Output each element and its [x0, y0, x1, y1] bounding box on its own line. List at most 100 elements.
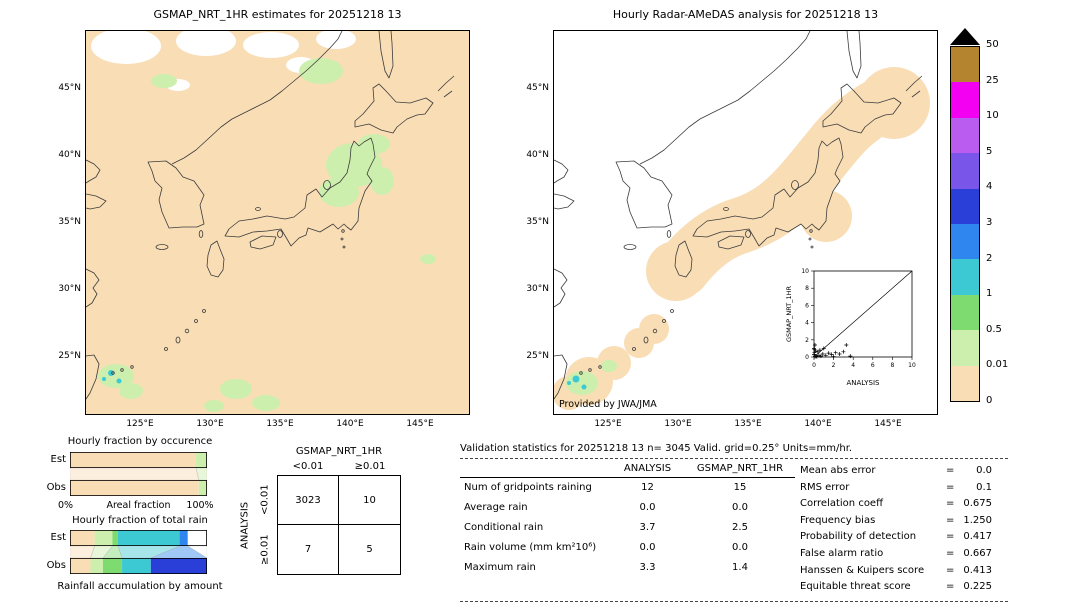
stats-value-gsmap: 15: [733, 482, 747, 493]
contingency-cell: 10: [339, 476, 400, 525]
stats-value-gsmap: 0.0: [732, 502, 748, 513]
metric-equals: =: [946, 465, 955, 476]
lon-tick-label: 140°E: [804, 419, 832, 429]
metric-row: Mean abs error = 0.0: [800, 463, 992, 480]
metric-label: Correlation coeff: [800, 498, 883, 510]
metric-row: Equitable threat score = 0.225: [800, 579, 992, 596]
stats-title: Validation statistics for 20251218 13 n=…: [460, 443, 853, 454]
inset-scatter-svg: 00 2 2 4 4 6 6 8 8 10 10 GSMAP_NRT_1HR ANALYSIS: [785, 268, 916, 387]
gsmap-estimate-map: [85, 30, 470, 415]
scatter-point: [813, 343, 817, 347]
occurrence-bar-chart: [70, 452, 207, 496]
inset-ticks: 00 2 2 4 4 6 6 8 8 10 10: [801, 268, 916, 369]
scatter-point: [815, 349, 820, 354]
contingency-col-label-ge: ≥0.01: [354, 461, 386, 472]
inset-y-tick-label: 10: [801, 268, 809, 275]
inset-x-tick-label: 2: [832, 362, 836, 369]
stats-value-analysis: 0.0: [639, 502, 656, 513]
total-rain-bar-chart: [70, 530, 207, 574]
stats-divider-bottom: [460, 601, 1008, 602]
colorbar-tick-label: 0.5: [986, 323, 1002, 335]
metric-value: 1.250: [963, 514, 992, 526]
stats-row-label: Maximum rain: [464, 562, 536, 573]
colorbar-segment: [951, 330, 979, 366]
metric-value: 0.675: [963, 498, 992, 510]
scatter-point: [812, 346, 816, 351]
bar-segment: [102, 558, 123, 574]
contingency-row-label-ge: ≥0.01: [259, 534, 271, 566]
stats-row-label: Num of gridpoints raining: [464, 482, 592, 493]
bar-outline: [70, 530, 207, 546]
contingency-table: 3023 10 7 5: [277, 475, 401, 575]
colorbar-tick-label: 10: [986, 110, 999, 122]
colorbar-tick-label: 5: [986, 145, 993, 157]
inset-x-tick-label: 8: [890, 362, 894, 369]
contingency-col-label-lt: <0.01: [292, 461, 324, 472]
inset-ylabel: GSMAP_NRT_1HR: [785, 285, 793, 342]
contingency-row-group-title: ANALYSIS: [239, 501, 251, 549]
scatter-point: [823, 353, 828, 358]
bar-segment: [70, 480, 199, 496]
lon-tick-label: 130°E: [664, 419, 692, 429]
lon-tick-label: 125°E: [126, 419, 154, 429]
bar-segment: [112, 530, 118, 546]
radar-coverage-area: [554, 67, 930, 410]
metric-equals: =: [946, 581, 955, 593]
data-credit: Provided by JWA/JMA: [559, 399, 657, 410]
colorbar-tick-label: 50: [986, 39, 999, 50]
lat-tick-label: 40°N: [526, 150, 549, 160]
bar-segment: [196, 452, 207, 468]
lon-tick-label: 135°E: [266, 419, 294, 429]
colorbar-segment: [951, 117, 979, 154]
metric-value: 0.1: [976, 481, 992, 493]
stats-row-label: Conditional rain: [464, 522, 544, 533]
gsmap-estimate-map-svg: [86, 31, 469, 414]
left-map-title: GSMAP_NRT_1HR estimates for 20251218 13: [153, 8, 402, 21]
stats-value-analysis: 3.7: [639, 522, 656, 533]
bar-segment: [198, 480, 207, 496]
metric-value: 0.0: [976, 465, 992, 476]
inset-x-tick-label: 10: [908, 362, 916, 369]
scatter-point: [844, 343, 849, 347]
lon-tick-label: 140°E: [336, 419, 364, 429]
colorbar-tick-label: 0.01: [986, 359, 1009, 371]
colorbar-segment: [951, 46, 979, 83]
lon-tick-label: 145°E: [874, 419, 902, 429]
scatter-point: [826, 351, 831, 356]
bar-outline: [70, 557, 207, 574]
occurrence-axis-min: 0%: [58, 500, 74, 511]
colorbar-segment: [951, 294, 979, 331]
stats-value-analysis: 0.0: [639, 542, 656, 553]
scatter-point: [814, 354, 818, 359]
occurrence-obs-label: Obs: [46, 482, 66, 493]
stats-divider-top: [460, 458, 1008, 459]
total-rain-chart-footer: Rainfall accumulation by amount: [57, 581, 223, 592]
bar-segment: [94, 530, 113, 546]
bar-segment: [70, 530, 95, 546]
moderate-rain-spots: [567, 375, 587, 390]
scatter-point: [818, 354, 823, 359]
scatter-point: [833, 350, 838, 355]
bar-segment: [179, 530, 188, 546]
colorbar-segment: [951, 223, 979, 260]
lat-tick-label: 30°N: [58, 284, 81, 294]
colorbar-tick-label: 3: [986, 217, 993, 228]
colorbar-segment: [951, 259, 979, 295]
scatter-point: [848, 354, 853, 359]
occurrence-axis-max: 100%: [186, 500, 214, 511]
lon-tick-label: 135°E: [734, 419, 762, 429]
scatter-point: [820, 352, 825, 356]
stats-value-gsmap: 0.0: [732, 542, 748, 553]
stats-row-label: Average rain: [464, 502, 528, 513]
scatter-point: [813, 349, 818, 353]
metric-equals: =: [946, 547, 955, 559]
bar-segment: [187, 530, 207, 546]
bar-segment: [117, 530, 180, 546]
colorbar-tick-label: 4: [986, 181, 993, 193]
scatter-point: [812, 352, 816, 357]
lat-tick-label: 45°N: [526, 83, 549, 93]
metric-value: 0.417: [963, 531, 992, 543]
colorbar-tick-label: 2: [986, 252, 993, 264]
inset-y-tick-label: 0: [805, 354, 809, 361]
contingency-col-group-title: GSMAP_NRT_1HR: [295, 446, 383, 457]
